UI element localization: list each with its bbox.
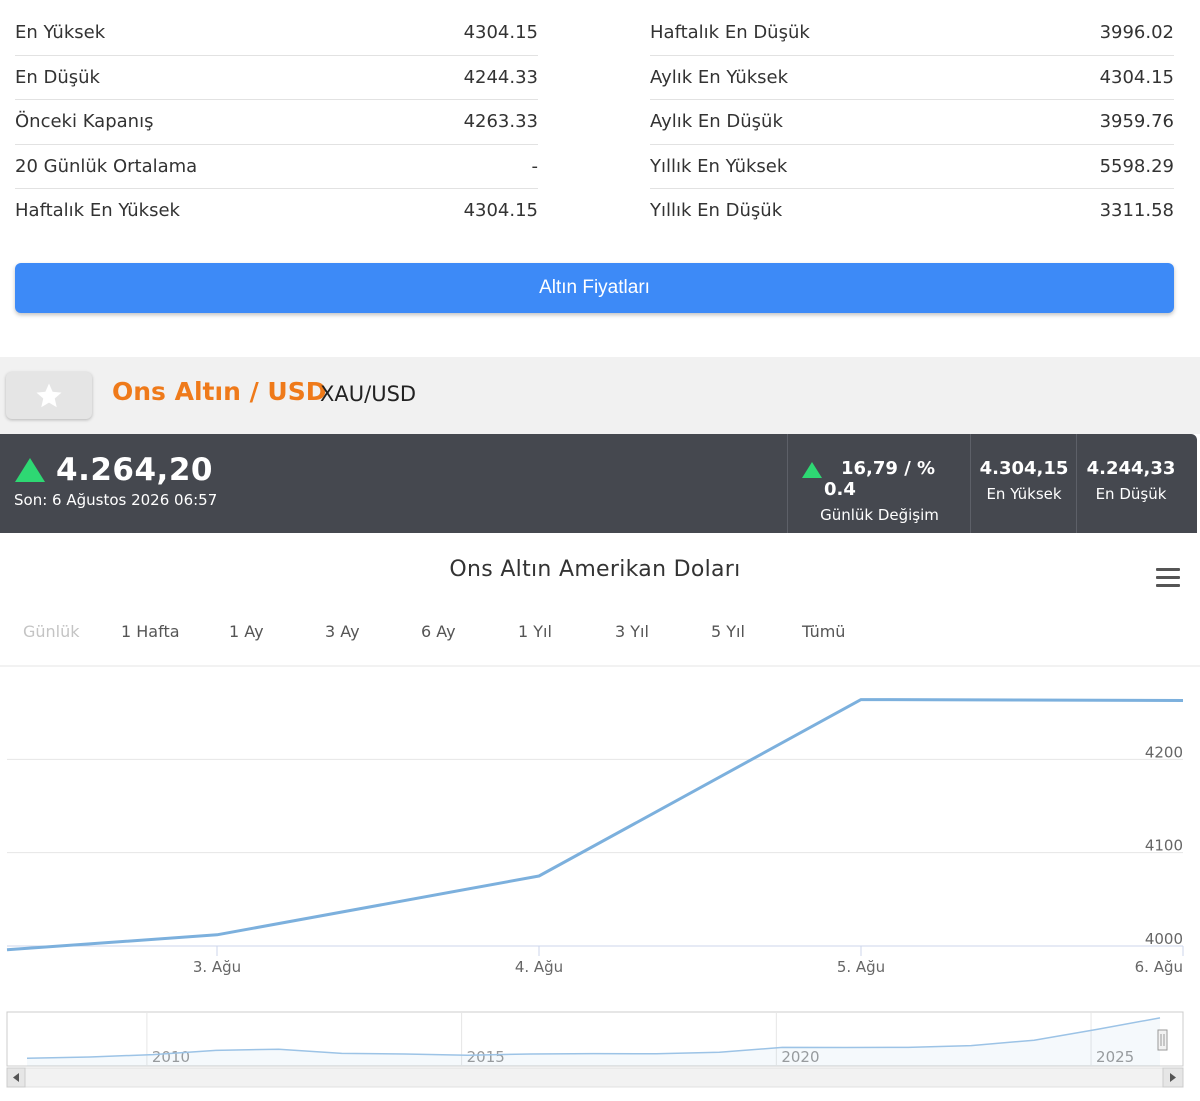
stat-row-low: En Düşük 4244.33 [15, 56, 538, 100]
current-price: 4.264,20 [56, 452, 213, 488]
favorite-button[interactable] [6, 372, 92, 419]
stat-value: 4263.33 [463, 111, 538, 133]
x-tick-label: 4. Ağu [515, 958, 563, 976]
stat-label: 20 Günlük Ortalama [15, 155, 198, 177]
stat-label: Aylık En Yüksek [650, 66, 789, 88]
triangle-up-icon [802, 462, 822, 478]
navigator-tick-label: 2025 [1096, 1048, 1134, 1066]
day-high-value: 4.304,15 [979, 458, 1069, 479]
navigator-handle[interactable] [1157, 1029, 1168, 1051]
instrument-code: XAU/USD [320, 382, 417, 406]
range-button-daily[interactable]: Günlük [23, 622, 80, 641]
last-update-time: Son: 6 Ağustos 2026 06:57 [14, 491, 218, 509]
stat-value: 3311.58 [1099, 200, 1174, 222]
stat-value: 4304.15 [463, 200, 538, 222]
chevron-right-icon [1170, 1073, 1176, 1082]
day-low-cell: 4.244,33 En Düşük [1076, 434, 1185, 533]
stat-row-monthly-high: Aylık En Yüksek 4304.15 [650, 56, 1174, 100]
range-button-all[interactable]: Tümü [802, 622, 846, 641]
y-tick-label: 4000 [1145, 930, 1183, 948]
day-high-label: En Yüksek [986, 485, 1062, 503]
stat-value: - [531, 155, 539, 177]
star-icon [36, 383, 62, 407]
stat-row-weekly-low: Haftalık En Düşük 3996.02 [650, 11, 1174, 56]
chevron-left-icon [13, 1073, 19, 1082]
scroll-right-button[interactable] [1162, 1067, 1184, 1088]
statistics-right-column: Haftalık En Düşük 3996.02 Aylık En Yüksek… [650, 11, 1174, 233]
range-button-1-week[interactable]: 1 Hafta [121, 622, 180, 641]
navigator-series-line [26, 1017, 1161, 1059]
day-high-cell: 4.304,15 En Yüksek [970, 434, 1077, 533]
y-tick-label: 4100 [1145, 837, 1183, 855]
range-button-5-years[interactable]: 5 Yıl [711, 622, 745, 641]
instrument-title-bar: Ons Altın / USD XAU/USD [0, 357, 1200, 434]
stat-value: 4304.15 [463, 22, 538, 44]
navigator-scrollbar-track[interactable] [6, 1067, 1184, 1088]
range-button-3-years[interactable]: 3 Yıl [615, 622, 649, 641]
day-low-value: 4.244,33 [1086, 458, 1176, 479]
stat-label: Yıllık En Yüksek [650, 155, 788, 177]
x-tick-label: 5. Ağu [837, 958, 885, 976]
stat-value: 4244.33 [463, 66, 538, 88]
quote-bar: 4.264,20 Son: 6 Ağustos 2026 06:57 16,79… [0, 434, 1197, 533]
stat-label: Haftalık En Düşük [650, 22, 810, 44]
x-tick-label: 3. Ağu [193, 958, 241, 976]
stat-row-20day-average: 20 Günlük Ortalama - [15, 145, 539, 189]
hamburger-menu-icon[interactable] [1156, 568, 1180, 587]
stat-value: 3996.02 [1099, 22, 1174, 44]
daily-change-cell: 16,79 / % 0.4 Günlük Değişim [787, 434, 971, 533]
day-low-label: En Düşük [1095, 485, 1167, 503]
chart-title: Ons Altın Amerikan Doları [449, 557, 741, 582]
instrument-name: Ons Altın / USD [112, 377, 327, 406]
stat-value: 3959.76 [1099, 111, 1174, 133]
stat-label: Yıllık En Düşük [650, 200, 783, 222]
scroll-left-button[interactable] [6, 1067, 26, 1088]
gold-prices-button[interactable]: Altın Fiyatları [15, 263, 1174, 313]
stat-row-weekly-high: Haftalık En Yüksek 4304.15 [15, 189, 538, 233]
stat-row-monthly-low: Aylık En Düşük 3959.76 [650, 100, 1174, 145]
daily-change-label: Günlük Değişim [820, 506, 939, 524]
y-tick-label: 4200 [1145, 743, 1183, 761]
stat-label: Haftalık En Yüksek [15, 200, 180, 222]
stat-row-previous-close: Önceki Kapanış 4263.33 [15, 100, 538, 145]
range-button-1-year[interactable]: 1 Yıl [518, 622, 552, 641]
stat-label: En Yüksek [15, 22, 106, 44]
stat-label: Önceki Kapanış [15, 111, 154, 133]
stat-row-yearly-low: Yıllık En Düşük 3311.58 [650, 189, 1174, 233]
stat-label: Aylık En Düşük [650, 111, 783, 133]
navigator-area [27, 1017, 1160, 1066]
range-button-3-months[interactable]: 3 Ay [325, 622, 360, 641]
stat-value: 5598.29 [1099, 155, 1174, 177]
triangle-up-icon [15, 458, 45, 482]
stat-row-high: En Yüksek 4304.15 [15, 11, 538, 56]
x-tick-label: 6. Ağu [1135, 958, 1183, 976]
navigator-tick-label: 2010 [152, 1048, 190, 1066]
stat-row-yearly-high: Yıllık En Yüksek 5598.29 [650, 145, 1174, 189]
price-series-line [6, 698, 1184, 952]
navigator-tick-label: 2020 [781, 1048, 819, 1066]
range-button-6-months[interactable]: 6 Ay [421, 622, 456, 641]
stat-value: 4304.15 [1099, 66, 1174, 88]
statistics-left-column: En Yüksek 4304.15 En Düşük 4244.33 Önceki … [15, 11, 538, 233]
daily-change-value: 16,79 / % 0.4 [824, 458, 936, 500]
navigator-tick-label: 2015 [467, 1048, 505, 1066]
stat-label: En Düşük [15, 66, 100, 88]
range-selector: Günlük 1 Hafta 1 Ay 3 Ay 6 Ay 1 Yıl 3 Yı… [0, 622, 1000, 646]
range-button-1-month[interactable]: 1 Ay [229, 622, 264, 641]
navigator-panel[interactable] [6, 1011, 1184, 1067]
